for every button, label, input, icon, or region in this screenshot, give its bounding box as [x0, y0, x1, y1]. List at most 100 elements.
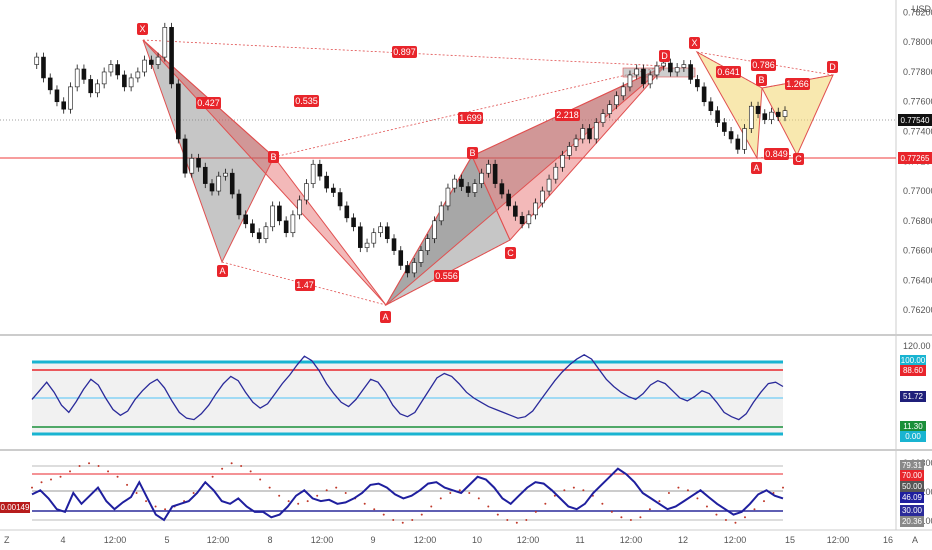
ind2-dot — [496, 513, 499, 516]
ind2-dot — [715, 513, 718, 516]
candle-body — [465, 186, 471, 193]
svg-text:B: B — [469, 148, 475, 158]
ind2-dot — [515, 521, 518, 524]
candle-body — [243, 214, 249, 225]
ind2-dot — [249, 470, 252, 473]
ind2-dot — [316, 494, 319, 497]
p1-a-label: A — [217, 265, 228, 277]
time-tick-10: 12:00 — [517, 535, 540, 545]
p2-a-label: A — [751, 162, 762, 174]
svg-text:X: X — [139, 24, 145, 34]
candle-body — [445, 187, 451, 207]
svg-text:2.218: 2.218 — [556, 110, 579, 120]
ind2-dot — [582, 489, 585, 492]
ratio-0556: 0.556 — [434, 270, 459, 282]
candle-body — [647, 74, 653, 85]
ind2-dot — [325, 489, 328, 492]
candle-body — [695, 79, 700, 88]
svg-text:0.849: 0.849 — [765, 149, 788, 159]
ind1-tag-upper: 100.00 — [900, 355, 926, 366]
candle-body — [459, 178, 464, 187]
p2-d-label: D — [827, 61, 838, 73]
ind2-dot — [601, 502, 604, 505]
ind2-dot — [306, 500, 309, 503]
ind2-dot — [135, 492, 138, 494]
ind2-dot — [211, 475, 214, 478]
time-tick-15: 15 — [785, 535, 795, 545]
candle-body — [735, 138, 741, 150]
time-tick-9: 10 — [472, 535, 482, 545]
ind2-dot — [658, 500, 661, 503]
candle-body — [270, 205, 275, 228]
time-tick-3: 5 — [164, 535, 169, 545]
candle-body — [540, 190, 545, 204]
ind2-dot — [705, 505, 708, 508]
time-tick-11: 11 — [575, 535, 584, 545]
last-price-tag: 0.77540 — [898, 114, 932, 126]
candle-body — [681, 64, 687, 68]
ind2-dot — [610, 510, 613, 513]
candle-body — [304, 183, 309, 201]
level-price-tag: 0.77265 — [898, 152, 932, 164]
candle-body — [782, 110, 788, 117]
candle-body — [600, 113, 606, 123]
svg-text:X: X — [691, 38, 697, 48]
pattern-labels: X A B A B C D X B A C D 0.897 0.427 0.53… — [137, 23, 838, 323]
svg-text:C: C — [507, 248, 514, 258]
candle-body — [715, 110, 720, 123]
time-tick-6: 12:00 — [311, 535, 334, 545]
candle-body — [627, 74, 633, 88]
svg-text:11.30: 11.30 — [903, 422, 923, 431]
candle-body — [573, 138, 579, 147]
svg-text:0.641: 0.641 — [717, 67, 740, 77]
ind2-dot — [97, 465, 100, 467]
candle-body — [391, 238, 397, 251]
time-tick-1: 4 — [60, 535, 65, 545]
candle-body — [310, 163, 316, 184]
ind2-dot — [477, 497, 480, 500]
svg-text:0.00149: 0.00149 — [1, 503, 30, 512]
candle-body — [169, 27, 174, 85]
candle-body — [122, 74, 127, 88]
ind2-dot — [411, 519, 414, 521]
ind2-dot — [287, 500, 290, 503]
ind2-dot — [420, 513, 423, 516]
svg-text:0.427: 0.427 — [197, 98, 220, 108]
ind2-dot — [278, 494, 281, 497]
ind2-dot — [401, 521, 404, 524]
candle-body — [81, 68, 87, 80]
candle-body — [506, 193, 511, 207]
ind2-dot — [648, 508, 651, 511]
ind2-tag-7000: 70.00 — [900, 470, 924, 481]
ind2-dot — [154, 505, 157, 508]
ind2-tag-7931: 79.31 — [900, 460, 924, 471]
ind2-dot — [268, 486, 271, 489]
time-tick-17: 16 — [883, 535, 893, 545]
candle-body — [176, 83, 181, 140]
candle-body — [54, 89, 60, 103]
candle-body — [438, 205, 444, 222]
ind1-tick-120: 120.00 — [903, 341, 931, 351]
candle-body — [236, 193, 242, 216]
candle-body — [769, 111, 774, 120]
candle-body — [553, 166, 559, 180]
candle-body — [607, 104, 613, 114]
p2-c-label: C — [793, 153, 804, 165]
candle-body — [762, 113, 768, 120]
svg-text:79.31: 79.31 — [902, 461, 923, 470]
time-tick-7: 9 — [370, 535, 375, 545]
time-tick-4: 12:00 — [207, 535, 230, 545]
candle-body — [587, 128, 592, 140]
candle-body — [701, 86, 707, 103]
candle-body — [688, 64, 693, 80]
candle-body — [68, 86, 73, 110]
ind2-dot — [724, 519, 727, 521]
candle-body — [405, 265, 410, 274]
ind1-tag-lower: 0.00 — [900, 431, 926, 442]
svg-text:51.72: 51.72 — [903, 392, 924, 401]
time-axis-ticks: 4 12:00 5 12:00 8 12:00 9 12:00 10 12:00 11 12:00 12… — [60, 535, 893, 545]
candle-body — [155, 56, 161, 65]
svg-text:A: A — [382, 312, 388, 322]
